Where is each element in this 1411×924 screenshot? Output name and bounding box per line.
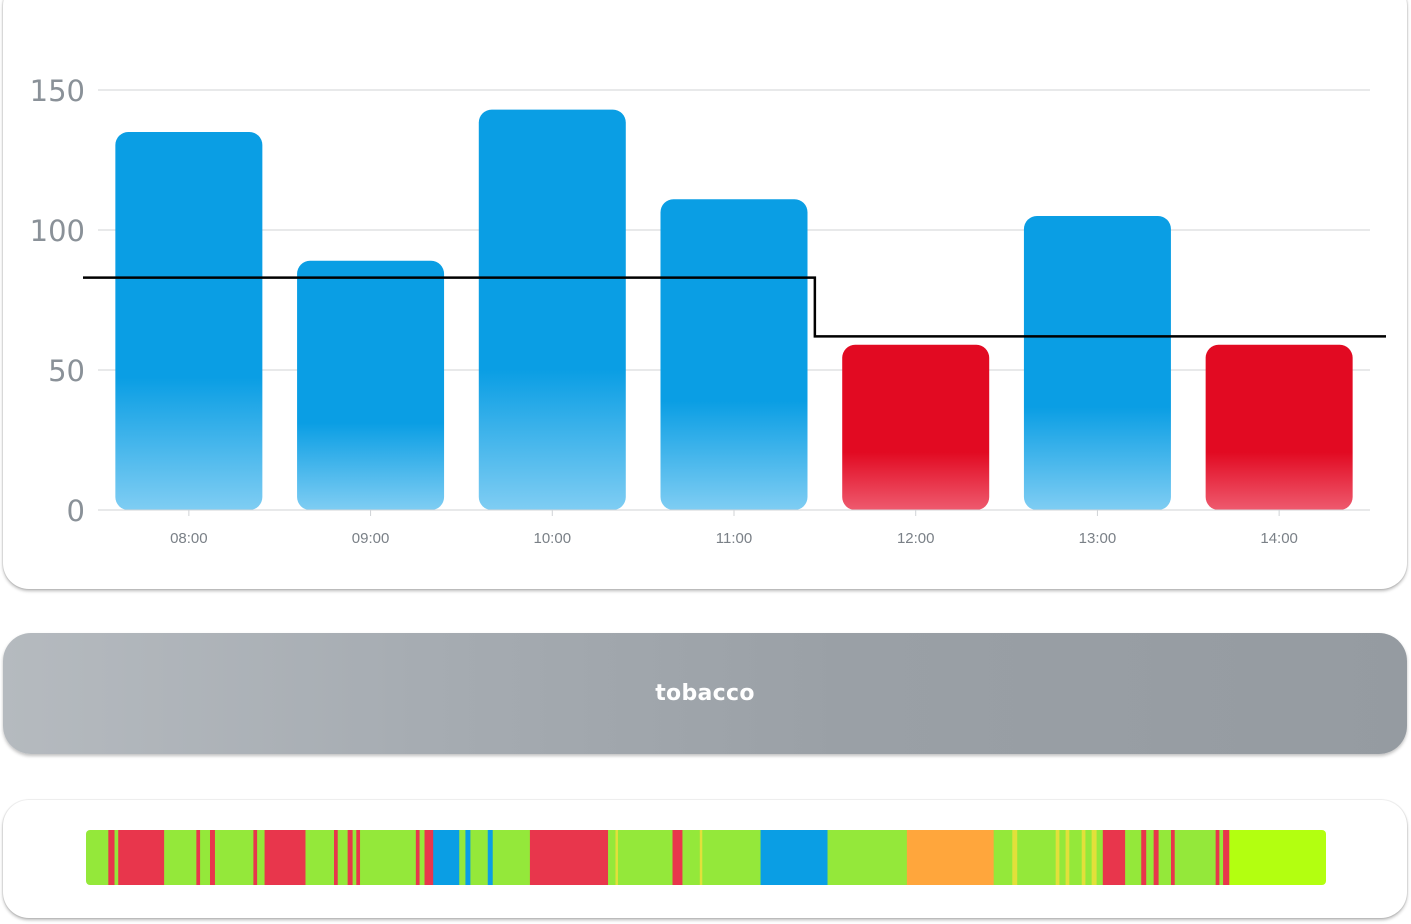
timeline-card (3, 800, 1407, 918)
timeline-segment (702, 830, 762, 885)
timeline-segment (1158, 830, 1172, 885)
timeline-segment (118, 830, 165, 885)
timeline-segment (356, 830, 361, 885)
timeline-segment (1219, 830, 1224, 885)
x-tick-label: 10:00 (534, 530, 572, 547)
timeline-segment (1125, 830, 1142, 885)
timeline-segment (1174, 830, 1217, 885)
timeline-segment (672, 830, 683, 885)
timeline-segment (993, 830, 1013, 885)
x-tick-label: 13:00 (1079, 530, 1117, 547)
timeline-segment (114, 830, 119, 885)
timeline-segment (337, 830, 349, 885)
timeline-segment (699, 830, 703, 885)
timeline-segment (1215, 830, 1220, 885)
timeline-segment (487, 830, 494, 885)
category-button[interactable]: tobacco (3, 633, 1407, 754)
y-tick-label: 100 (30, 214, 85, 248)
x-tick-label: 12:00 (897, 530, 935, 547)
x-tick-label: 08:00 (170, 530, 208, 547)
timeline-segment (257, 830, 266, 885)
bar-11:00[interactable] (660, 199, 808, 510)
timeline-segment (459, 830, 466, 885)
timeline-segment (1091, 830, 1098, 885)
bar-09:00[interactable] (297, 260, 445, 510)
timeline-segment (419, 830, 426, 885)
timeline-segment (827, 830, 908, 885)
timeline-segment (214, 830, 254, 885)
bar-chart: 0 50 100 150 08:00 09:00 10:00 11:00 12:00 13:00 1… (30, 74, 1386, 547)
timeline-segment (1069, 830, 1083, 885)
bar-12:00[interactable] (842, 344, 990, 510)
timeline-segment (1171, 830, 1176, 885)
timeline-segment (347, 830, 354, 885)
x-tick-label: 14:00 (1260, 530, 1298, 547)
timeline-segment (1223, 830, 1230, 885)
timeline-segment (210, 830, 216, 885)
timeline-segment (1153, 830, 1160, 885)
timeline-segment (1096, 830, 1104, 885)
category-label: tobacco (655, 681, 755, 706)
timeline-segment (196, 830, 201, 885)
timeline-segment (415, 830, 421, 885)
timeline-segment (264, 830, 306, 885)
timeline-segment (1081, 830, 1086, 885)
timeline-segment (1085, 830, 1093, 885)
timeline-segment (253, 830, 258, 885)
bar-14:00[interactable] (1205, 344, 1353, 510)
timeline-segment (1055, 830, 1060, 885)
timeline-segment (1146, 830, 1155, 885)
chart-card: 0 50 100 150 08:00 09:00 10:00 11:00 12:00 13:00 1… (3, 0, 1407, 589)
timeline-segment (1065, 830, 1070, 885)
timeline-segment (1059, 830, 1067, 885)
bar-08:00[interactable] (115, 132, 263, 510)
timeline-segment (108, 830, 116, 885)
timeline-segment (906, 830, 995, 885)
bar-10:00[interactable] (478, 109, 626, 510)
timeline-segment (334, 830, 339, 885)
timeline-segment (470, 830, 489, 885)
x-tick-label: 11:00 (716, 530, 752, 547)
timeline-segment (433, 830, 460, 885)
timeline-strip (86, 830, 1326, 885)
timeline-segment (424, 830, 434, 885)
y-tick-label: 50 (48, 354, 85, 388)
timeline-segment (529, 830, 609, 885)
timeline-segment (1017, 830, 1057, 885)
timeline-segment (164, 830, 197, 885)
timeline-segment (200, 830, 211, 885)
y-tick-label: 150 (30, 74, 85, 108)
timeline-segment (617, 830, 674, 885)
timeline-segment (352, 830, 357, 885)
timeline-segment (760, 830, 829, 885)
timeline-segment (1012, 830, 1018, 885)
timeline-segment (1141, 830, 1147, 885)
timeline-segment (360, 830, 417, 885)
timeline-segment (1102, 830, 1126, 885)
bar-13:00[interactable] (1023, 216, 1171, 510)
x-tick-label: 09:00 (352, 530, 390, 547)
timeline-segment (615, 830, 619, 885)
timeline-segment (682, 830, 701, 885)
timeline-segment (465, 830, 471, 885)
y-tick-label: 0 (67, 494, 85, 528)
timeline-segment (86, 830, 109, 885)
timeline-segment (305, 830, 335, 885)
timeline-segment (1229, 830, 1326, 885)
threshold-step-line (83, 276, 1386, 338)
timeline-segment (492, 830, 531, 885)
timeline-segment (608, 830, 616, 885)
